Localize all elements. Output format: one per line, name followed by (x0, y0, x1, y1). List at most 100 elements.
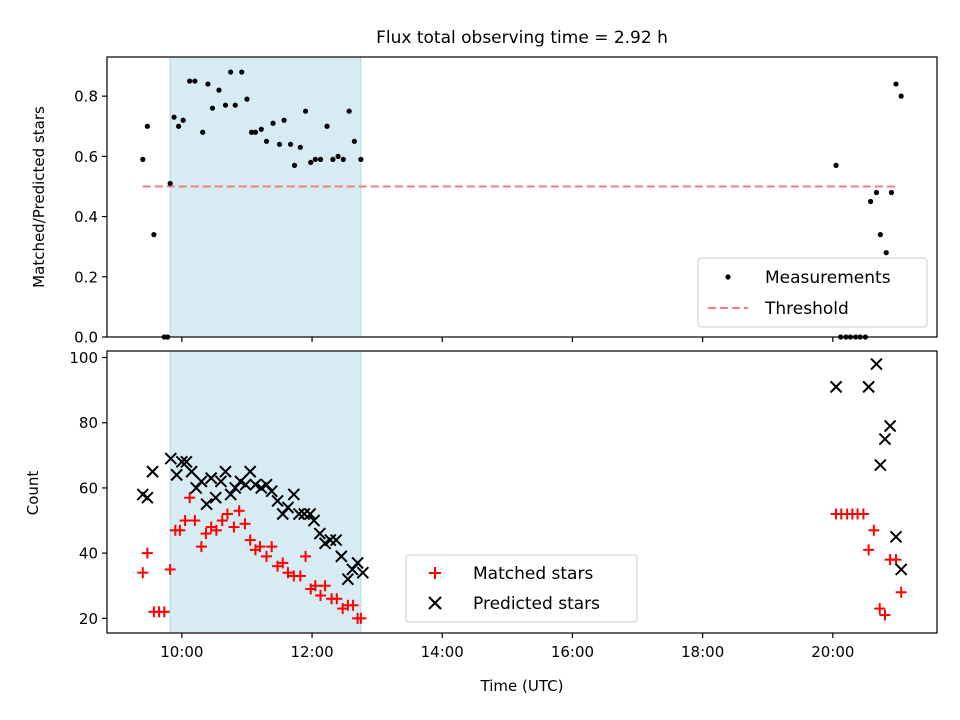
measurement-point (258, 126, 264, 132)
predicted-star-point (298, 507, 311, 521)
predicted-star-point (307, 514, 321, 527)
measurement-point (209, 105, 216, 111)
legend-matched-label: Matched stars (473, 564, 593, 584)
predicted-star-point (170, 468, 183, 482)
matched-star-point (228, 521, 240, 533)
bottom-legend-box (405, 554, 638, 623)
measurement-point (180, 117, 186, 123)
measurement-point (883, 250, 889, 256)
matched-star-point (233, 505, 245, 517)
measurement-point (351, 138, 357, 144)
y-tick-label: 0.8 (74, 88, 98, 106)
predicted-star-point (870, 357, 883, 371)
y-tick-label: 100 (69, 349, 98, 367)
measurement-point (263, 138, 270, 144)
predicted-star-point (185, 465, 198, 478)
top-legend-box (697, 257, 928, 328)
predicted-star-point (883, 419, 897, 433)
measurement-point (176, 123, 182, 129)
predicted-star-point (874, 458, 887, 472)
legend-predicted-label: Predicted stars (473, 594, 600, 614)
legend-threshold-label: Threshold (764, 299, 849, 319)
predicted-star-point (200, 498, 213, 511)
measurement-point (232, 102, 238, 108)
predicted-star-point (303, 507, 317, 521)
measurement-point (228, 69, 234, 75)
matched-star-point (282, 567, 294, 579)
matched-star-point (895, 586, 907, 598)
predicted-star-point (214, 475, 228, 488)
matched-star-point (179, 515, 191, 527)
predicted-star-point (341, 573, 355, 586)
measurement-point (140, 156, 146, 162)
matched-star-point (868, 524, 880, 536)
measurement-point (330, 156, 336, 162)
bottom-legend: Matched stars Predicted stars (405, 554, 638, 623)
top-panel: 0.00.20.40.60.8 Matched/Predicted stars … (30, 56, 938, 347)
measurement-point (276, 141, 283, 147)
measurement-point (167, 180, 173, 187)
x-axis-label: Time (UTC) (480, 677, 564, 695)
matched-star-point (221, 508, 233, 520)
predicted-star-point (292, 507, 306, 521)
bottom-panel: 20 40 60 80 100 10:00 12:00 14:00 16:00 18:00 20:… (24, 349, 938, 695)
matched-star-point (189, 515, 201, 527)
matched-star-point (300, 550, 312, 562)
top-legend: Measurements Threshold (697, 257, 928, 328)
matched-star-point (309, 580, 321, 592)
predicted-star-point (146, 465, 159, 478)
matched-star-point (195, 541, 207, 553)
matched-star-point (863, 544, 875, 556)
x-tick-label: 14:00 (421, 643, 464, 661)
matched-star-point (184, 492, 196, 504)
measurement-point (252, 129, 259, 135)
predicted-star-point (180, 455, 193, 469)
matched-star-point (890, 554, 902, 566)
measurement-point (205, 81, 211, 87)
predicted-star-point (878, 432, 892, 446)
matched-star-point (266, 541, 278, 553)
measurement-point (291, 162, 298, 168)
bottom-x-ticks: 10:00 12:00 14:00 16:00 18:00 20:00 (160, 633, 854, 661)
measurement-point (281, 117, 287, 123)
matched-star-point (857, 508, 869, 520)
measurement-point (216, 87, 222, 93)
legend-predicted-marker (428, 596, 442, 610)
measurement-point (340, 156, 346, 162)
measurement-point (151, 232, 157, 238)
y-tick-label: 20 (79, 610, 98, 628)
measurement-point (317, 156, 324, 162)
y-tick-label: 0.0 (74, 329, 98, 347)
matched-star-point (158, 606, 170, 618)
measurement-point (287, 141, 294, 147)
matched-star-point (319, 580, 331, 592)
matched-star-point (879, 609, 891, 621)
matched-star-point (331, 593, 343, 605)
predicted-star-point (894, 563, 908, 576)
matched-star-point (200, 528, 212, 540)
predicted-star-point (239, 478, 252, 491)
legend-matched-marker (429, 567, 441, 579)
matched-star-point (164, 563, 176, 575)
matched-star-point (315, 590, 327, 602)
matched-star-point (347, 599, 359, 611)
predicted-star-point (244, 465, 257, 478)
measurement-point (171, 114, 177, 120)
predicted-star-point (324, 533, 337, 547)
measurement-point (248, 129, 255, 135)
matched-star-point (137, 567, 149, 579)
x-tick-label: 18:00 (681, 643, 724, 661)
bottom-y-ticks: 20 40 60 80 100 (69, 349, 107, 628)
predicted-star-point (329, 533, 343, 547)
predicted-star-point (249, 478, 262, 491)
matched-star-point (174, 524, 186, 536)
predicted-star-point (265, 484, 278, 498)
matched-star-point (260, 550, 272, 562)
matched-star-point (294, 570, 306, 582)
predicted-star-point (351, 556, 364, 570)
measurement-point (192, 78, 198, 84)
measurement-point (888, 189, 895, 196)
measurement-point (302, 108, 309, 114)
y-tick-label: 60 (79, 479, 98, 497)
